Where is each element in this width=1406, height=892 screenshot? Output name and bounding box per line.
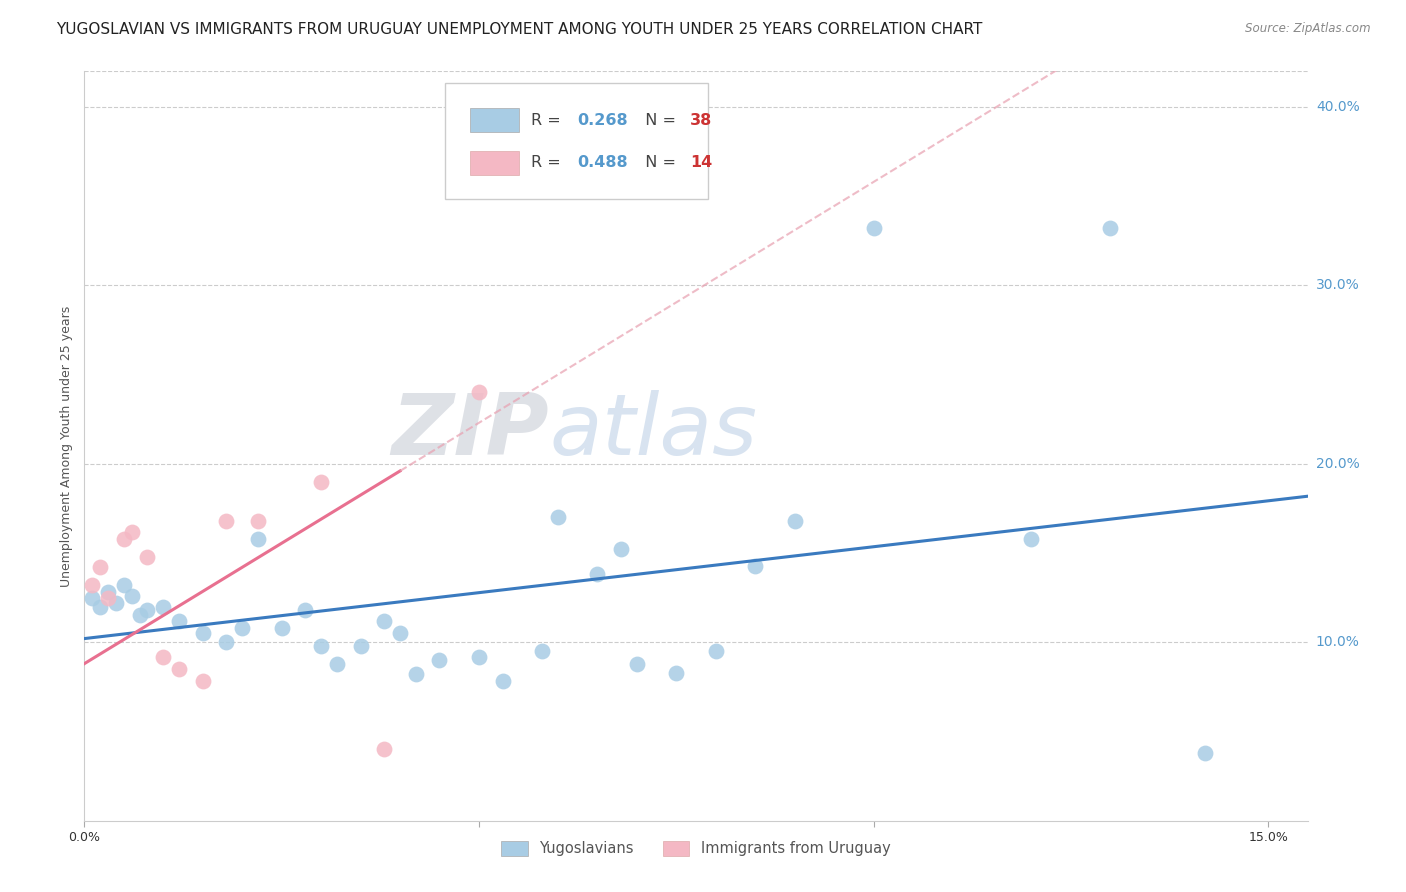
Point xyxy=(128,608,150,623)
Point xyxy=(231,621,253,635)
Text: 20.0%: 20.0% xyxy=(1316,457,1360,471)
Point xyxy=(429,653,451,667)
Legend: Yugoslavians, Immigrants from Uruguay: Yugoslavians, Immigrants from Uruguay xyxy=(495,835,897,862)
Point xyxy=(531,644,554,658)
Text: R =: R = xyxy=(531,113,565,128)
Point xyxy=(389,626,412,640)
Point xyxy=(167,614,190,628)
Text: 14: 14 xyxy=(690,155,711,170)
Point xyxy=(294,603,316,617)
Text: YUGOSLAVIAN VS IMMIGRANTS FROM URUGUAY UNEMPLOYMENT AMONG YOUTH UNDER 25 YEARS C: YUGOSLAVIAN VS IMMIGRANTS FROM URUGUAY U… xyxy=(56,22,983,37)
Point xyxy=(152,649,174,664)
Point xyxy=(1099,221,1122,235)
Point xyxy=(783,514,806,528)
FancyBboxPatch shape xyxy=(470,109,519,132)
Point xyxy=(373,614,395,628)
Point xyxy=(167,662,190,676)
Point xyxy=(136,603,159,617)
Point xyxy=(136,549,159,564)
FancyBboxPatch shape xyxy=(446,83,709,199)
Text: 0.268: 0.268 xyxy=(578,113,628,128)
Point xyxy=(468,649,491,664)
Point xyxy=(491,674,513,689)
Point xyxy=(468,385,491,400)
Point xyxy=(215,514,238,528)
Point xyxy=(270,621,292,635)
Text: N =: N = xyxy=(636,155,681,170)
Point xyxy=(89,599,111,614)
Text: 10.0%: 10.0% xyxy=(1316,635,1360,649)
Text: R =: R = xyxy=(531,155,565,170)
Point xyxy=(152,599,174,614)
Point xyxy=(82,591,104,605)
Point xyxy=(586,567,609,582)
Text: N =: N = xyxy=(636,113,681,128)
Point xyxy=(373,742,395,756)
Point xyxy=(97,591,120,605)
Point xyxy=(121,589,143,603)
Point xyxy=(309,639,332,653)
Y-axis label: Unemployment Among Youth under 25 years: Unemployment Among Youth under 25 years xyxy=(60,305,73,587)
Point xyxy=(246,514,269,528)
Point xyxy=(104,596,127,610)
Point xyxy=(610,542,633,557)
Point xyxy=(121,524,143,539)
Point xyxy=(112,532,135,546)
Text: 38: 38 xyxy=(690,113,711,128)
Text: 0.488: 0.488 xyxy=(578,155,628,170)
Text: 40.0%: 40.0% xyxy=(1316,100,1360,114)
Point xyxy=(82,578,104,592)
Point xyxy=(665,665,688,680)
Point xyxy=(704,644,727,658)
Point xyxy=(309,475,332,489)
Point xyxy=(246,532,269,546)
Point xyxy=(215,635,238,649)
Point xyxy=(744,558,766,573)
Point xyxy=(89,560,111,574)
Point xyxy=(191,674,214,689)
Point xyxy=(626,657,648,671)
Point xyxy=(326,657,349,671)
Point xyxy=(1021,532,1043,546)
Point xyxy=(1194,746,1216,760)
Point xyxy=(405,667,427,681)
Point xyxy=(349,639,371,653)
Point xyxy=(97,585,120,599)
Text: Source: ZipAtlas.com: Source: ZipAtlas.com xyxy=(1246,22,1371,36)
Text: atlas: atlas xyxy=(550,390,758,473)
Point xyxy=(862,221,884,235)
Point xyxy=(191,626,214,640)
FancyBboxPatch shape xyxy=(470,151,519,175)
Text: 30.0%: 30.0% xyxy=(1316,278,1360,293)
Point xyxy=(547,510,569,524)
Text: ZIP: ZIP xyxy=(391,390,550,473)
Point xyxy=(112,578,135,592)
